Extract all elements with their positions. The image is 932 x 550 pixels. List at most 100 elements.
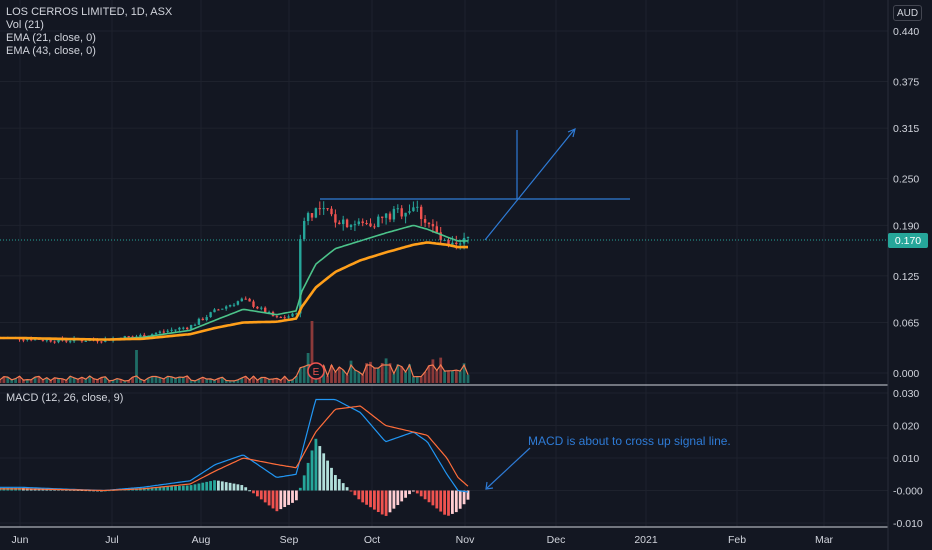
candle-body	[420, 206, 423, 220]
indicator-volume[interactable]: Vol (21)	[6, 19, 44, 31]
volume-bar	[150, 376, 154, 383]
candle-body	[131, 336, 134, 338]
price-tick-label: 0.315	[893, 123, 919, 135]
candle-body	[392, 208, 396, 220]
volume-bar	[423, 371, 427, 383]
projection-arrow[interactable]	[484, 129, 575, 241]
macd-histogram-bar	[185, 485, 189, 491]
candle-body	[388, 213, 392, 220]
time-tick-label: 2021	[634, 534, 658, 546]
earnings-marker-label: E	[313, 367, 320, 378]
candle-body	[279, 317, 282, 319]
volume-bar	[466, 374, 470, 383]
volume-bar	[427, 365, 431, 383]
macd-histogram-bar	[388, 490, 392, 513]
volume-bars	[0, 321, 470, 383]
volume-bar	[0, 379, 2, 383]
candle-body	[451, 242, 454, 245]
time-tick-label: Oct	[364, 534, 380, 546]
macd-histogram-bar	[213, 480, 216, 491]
candle-body	[361, 221, 364, 223]
indicator-ema-43[interactable]: EMA (43, close, 0)	[6, 45, 96, 57]
macd-histogram-bar	[158, 486, 162, 491]
indicator-macd[interactable]: MACD (12, 26, close, 9)	[6, 392, 124, 404]
candle-body	[127, 336, 130, 338]
volume-bar	[326, 375, 329, 383]
macd-tick-label: -0.010	[893, 518, 923, 530]
macd-histogram	[0, 438, 470, 516]
candle-body	[326, 208, 329, 210]
volume-bar	[334, 372, 337, 383]
macd-histogram-bar	[334, 475, 337, 491]
macd-histogram-bar	[322, 453, 326, 491]
macd-histogram-bar	[263, 490, 267, 503]
earnings-marker-icon[interactable]	[307, 362, 325, 380]
candle-body	[240, 298, 243, 302]
volume-bar	[287, 380, 290, 383]
volume-bar	[57, 378, 60, 383]
macd-histogram-bar	[271, 490, 275, 509]
annotation-text[interactable]: MACD is about to cross up signal line.	[528, 434, 731, 448]
volume-bar	[376, 368, 380, 383]
candle-body	[334, 214, 337, 223]
candle-body	[310, 213, 314, 218]
volume-bar	[6, 377, 10, 383]
indicator-ema-21[interactable]: EMA (21, close, 0)	[6, 32, 96, 44]
macd-histogram-bar	[349, 490, 353, 492]
macd-histogram-bar	[357, 490, 361, 500]
candle-body	[373, 226, 376, 228]
annotation-arrow[interactable]	[486, 447, 531, 489]
price-axis-ticks: 0.440 0.375 0.315 0.250 0.190 0.125 0.065 0.000	[893, 26, 919, 380]
macd-histogram-bar	[361, 490, 365, 503]
macd-histogram-bar	[244, 487, 248, 491]
macd-histogram-bar	[197, 483, 201, 491]
macd-histogram-bar	[310, 450, 314, 491]
volume-bar	[412, 376, 415, 383]
macd-histogram-bar	[439, 490, 443, 512]
candle-body	[357, 221, 360, 225]
symbol-title[interactable]: LOS CERROS LIMITED, 1D, ASX	[6, 6, 173, 18]
volume-bar	[302, 366, 306, 383]
macd-histogram-bar	[166, 486, 170, 491]
volume-bar	[388, 363, 392, 383]
candle-body	[225, 306, 228, 309]
macd-histogram-bar	[330, 467, 333, 491]
macd-histogram-bar	[228, 482, 232, 491]
macd-tick-label: 0.030	[893, 388, 919, 400]
volume-bar	[220, 377, 224, 383]
volume-bar	[61, 378, 64, 383]
candle-body	[439, 232, 442, 240]
candle-body	[267, 312, 271, 314]
volume-bar	[462, 363, 466, 383]
candle-body	[345, 219, 349, 228]
candle-body	[303, 221, 306, 240]
macd-histogram-bar	[314, 438, 318, 491]
candle-body	[100, 341, 103, 343]
macd-tick-label: -0.000	[893, 486, 923, 498]
macd-histogram-bar	[193, 484, 197, 491]
macd-histogram-bar	[380, 490, 384, 515]
candle-body	[275, 316, 279, 318]
price-tick-label: 0.125	[893, 271, 919, 283]
currency-button[interactable]: AUD	[893, 5, 922, 21]
candle-body	[154, 332, 158, 335]
volume-bar	[365, 363, 368, 383]
candle-body	[217, 309, 220, 311]
candle-body	[232, 304, 236, 306]
volume-bar	[131, 377, 134, 383]
candle-body	[84, 340, 87, 342]
volume-bar	[447, 370, 450, 383]
volume-bar	[279, 380, 283, 383]
macd-histogram-bar	[170, 486, 173, 491]
macd-histogram-bar	[443, 490, 446, 515]
volume-bar	[29, 379, 33, 383]
candle-body	[447, 239, 450, 245]
candle-body	[287, 316, 290, 318]
volume-bar	[2, 376, 6, 383]
volume-bar	[142, 380, 146, 383]
volume-bar	[271, 379, 275, 383]
macd-histogram-bar	[458, 490, 462, 509]
volume-bar	[431, 359, 435, 383]
volume-bar	[68, 376, 72, 383]
volume-bar	[103, 376, 107, 383]
